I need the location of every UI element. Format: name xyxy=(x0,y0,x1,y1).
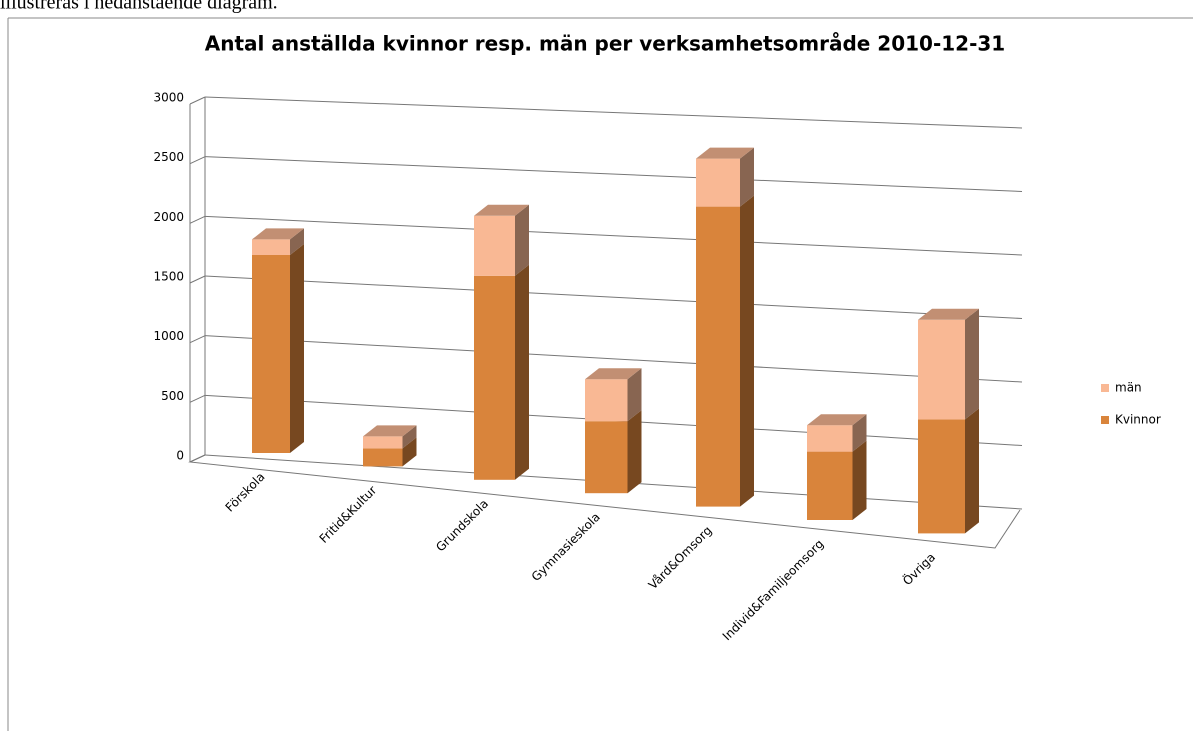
bar-side xyxy=(852,440,867,520)
grid-line xyxy=(204,156,1023,192)
y-tick-label: 1000 xyxy=(153,329,184,343)
x-tick-label: Grundskola xyxy=(433,496,491,554)
bar-side xyxy=(402,425,417,449)
bar-front xyxy=(696,158,740,207)
bar-front xyxy=(696,206,740,507)
bar-top xyxy=(252,228,304,240)
bar-side xyxy=(290,244,304,453)
legend-swatch xyxy=(1101,384,1109,392)
bar-front xyxy=(807,451,853,520)
x-tick-label: Vård&Omsorg xyxy=(646,523,715,592)
grid-line xyxy=(204,215,1023,256)
bar-front xyxy=(252,255,290,453)
bar-top xyxy=(918,308,979,320)
bar-front xyxy=(363,448,403,467)
bar-front xyxy=(807,425,853,452)
bar-front xyxy=(585,421,628,494)
intro-text: illustreras i nedanstående diagram. xyxy=(0,0,278,14)
bar-side xyxy=(965,308,979,420)
bar-side xyxy=(290,228,304,255)
tick-mark xyxy=(189,215,206,224)
grid-line xyxy=(204,275,1023,319)
bar-side xyxy=(627,368,642,422)
bar-top xyxy=(474,204,529,216)
tick-mark xyxy=(189,275,206,284)
legend-label: män xyxy=(1115,381,1142,395)
tick-mark xyxy=(189,335,206,344)
legend-label: Kvinnor xyxy=(1115,413,1161,427)
bar-side xyxy=(515,204,529,276)
tick-mark xyxy=(189,454,206,463)
x-tick-label: Fritid&Kultur xyxy=(317,483,380,546)
bar-side xyxy=(965,408,979,534)
y-tick-label: 2500 xyxy=(153,150,184,164)
bar-side xyxy=(515,264,529,480)
x-tick-label: Gymnasieskola xyxy=(529,510,603,584)
grid-line xyxy=(204,96,1023,129)
plot: 0 500 1000 1500 2000 2500 3000 Förskola Fritid&K… xyxy=(153,91,1160,644)
bar-front xyxy=(918,319,965,420)
bar-top xyxy=(363,425,417,437)
tick-mark xyxy=(189,96,206,105)
x-tick-label: Individ&Familjeomsorg xyxy=(720,537,827,644)
x-tick-label: Förskola xyxy=(223,470,268,515)
bar-side xyxy=(402,437,417,467)
bar-top xyxy=(696,147,754,159)
bar-top xyxy=(585,368,642,380)
bar-side xyxy=(852,414,867,452)
chart-title: Antal anställda kvinnor resp. män per ve… xyxy=(205,32,1005,56)
y-tick-label: 2000 xyxy=(153,210,184,224)
y-tick-label: 1500 xyxy=(153,270,184,284)
bar-side xyxy=(740,195,754,507)
y-tick-label: 0 xyxy=(176,449,184,463)
x-tick-label: Övriga xyxy=(899,549,938,588)
bar-front xyxy=(474,275,515,480)
tick-mark xyxy=(189,156,206,165)
grid-line xyxy=(204,335,1023,383)
bar-side xyxy=(740,147,754,207)
bar-side xyxy=(627,410,642,494)
y-tick-label: 3000 xyxy=(153,91,184,105)
bar-top xyxy=(807,414,867,426)
bar-front xyxy=(474,215,515,276)
tick-mark xyxy=(189,394,206,403)
bar-front xyxy=(252,239,290,255)
legend-swatch xyxy=(1101,416,1109,424)
bar-front xyxy=(918,419,965,534)
bar-front xyxy=(585,379,628,422)
bar-front xyxy=(363,436,403,449)
y-tick-label: 500 xyxy=(161,389,184,403)
